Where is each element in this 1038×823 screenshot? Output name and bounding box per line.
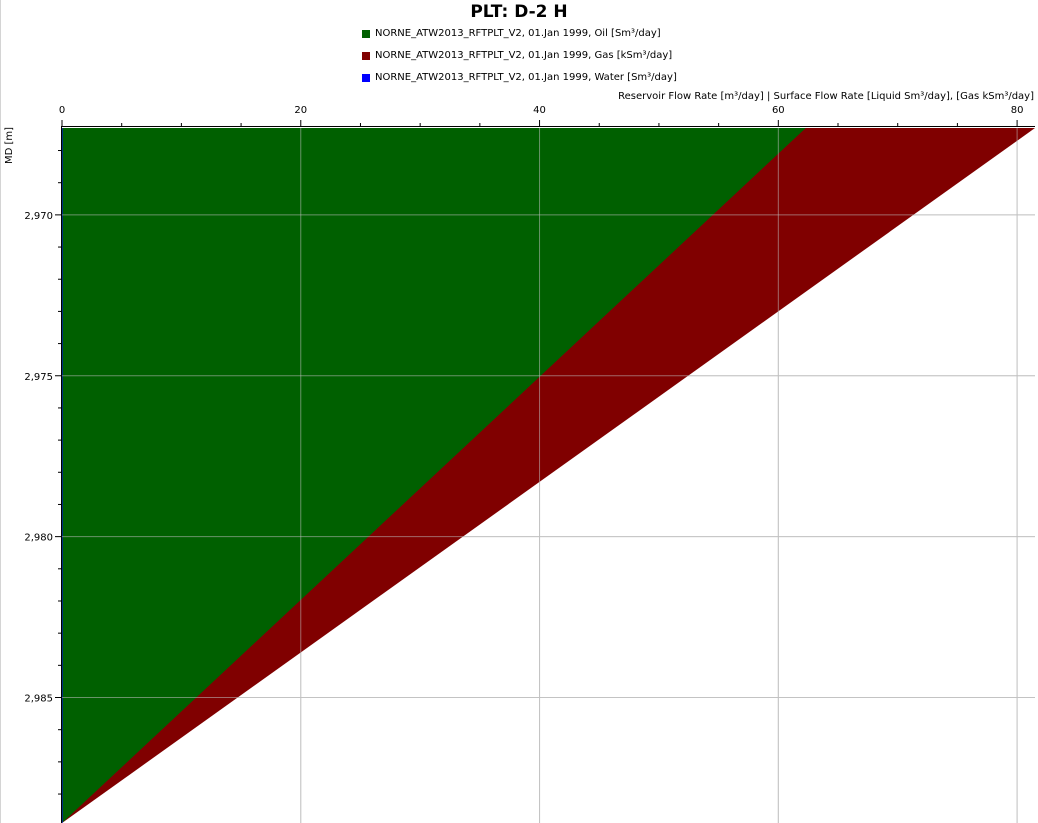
y-tick-label-2: 2,980 (24, 533, 53, 544)
x-axis-label: Reservoir Flow Rate [m³/day] | Surface F… (618, 91, 1034, 102)
legend-item-gas: NORNE_ATW2013_RFTPLT_V2, 01.Jan 1999, Ga… (362, 50, 677, 72)
legend-item-water: NORNE_ATW2013_RFTPLT_V2, 01.Jan 1999, Wa… (362, 72, 677, 94)
x-tick-label-2: 40 (533, 105, 546, 116)
legend-swatch-water (362, 74, 370, 82)
legend-swatch-oil (362, 30, 370, 38)
y-tick-label-0: 2,970 (24, 211, 53, 222)
x-tick-label-3: 60 (772, 105, 785, 116)
legend-item-oil: NORNE_ATW2013_RFTPLT_V2, 01.Jan 1999, Oi… (362, 28, 677, 50)
y-tick-label-1: 2,975 (24, 372, 53, 383)
chart-title: PLT: D-2 H (470, 2, 568, 22)
legend: NORNE_ATW2013_RFTPLT_V2, 01.Jan 1999, Oi… (362, 28, 677, 94)
legend-label-oil: NORNE_ATW2013_RFTPLT_V2, 01.Jan 1999, Oi… (375, 28, 661, 39)
legend-label-water: NORNE_ATW2013_RFTPLT_V2, 01.Jan 1999, Wa… (375, 72, 677, 83)
x-tick-label-4: 80 (1011, 105, 1024, 116)
x-tick-label-0: 0 (59, 105, 65, 116)
area-oil (62, 128, 806, 823)
x-tick-label-1: 20 (294, 105, 307, 116)
y-tick-label-3: 2,985 (24, 694, 53, 705)
legend-label-gas: NORNE_ATW2013_RFTPLT_V2, 01.Jan 1999, Ga… (375, 50, 673, 61)
window-border (0, 0, 1, 823)
legend-swatch-gas (362, 52, 370, 60)
